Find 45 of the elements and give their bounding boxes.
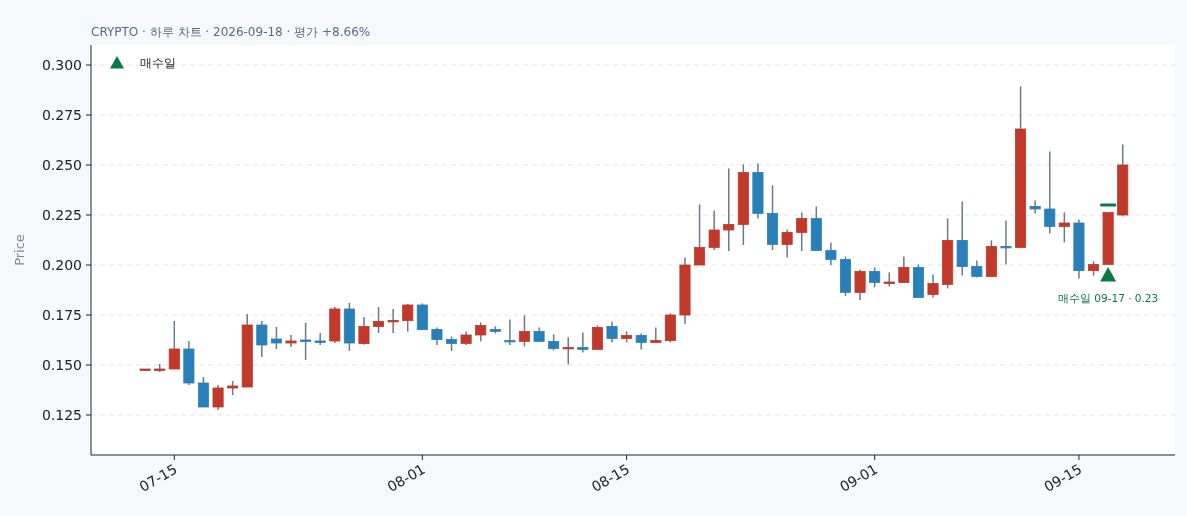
candlestick [168, 320, 180, 370]
candlestick [650, 326, 662, 344]
candlestick [387, 308, 399, 334]
candlestick [270, 326, 282, 350]
y-tick-label: 0.275 [41, 107, 82, 123]
legend: 매수일 [110, 56, 176, 70]
candlestick [358, 316, 370, 346]
candlestick [898, 255, 910, 284]
chart-subtitle: CRYPTO · 하루 차트 · 2026-09-18 · 평가 +8.66% [91, 25, 371, 39]
candlestick [577, 331, 589, 354]
candlestick [212, 384, 224, 411]
candlestick [708, 209, 720, 251]
candlestick [825, 241, 837, 266]
candlestick [854, 268, 866, 301]
candlestick [1000, 219, 1012, 266]
candlestick [591, 324, 603, 351]
candlestick [562, 336, 574, 366]
y-tick-label: 0.150 [41, 357, 82, 373]
candlestick [606, 320, 618, 344]
candlestick [402, 303, 414, 333]
y-tick-label: 0.125 [41, 407, 82, 423]
candlestick [781, 228, 793, 259]
candlestick [1058, 211, 1070, 244]
candlestick [197, 376, 209, 408]
candlestick [927, 273, 939, 299]
y-tick-label: 0.300 [41, 57, 82, 73]
candlestick [796, 211, 808, 252]
candlestick [723, 167, 735, 252]
candlestick [518, 314, 530, 348]
y-tick-label: 0.250 [41, 157, 82, 173]
candlestick [373, 306, 385, 334]
y-tick-label: 0.225 [41, 207, 82, 223]
y-tick-label: 0.175 [41, 307, 82, 323]
y-tick-label: 0.200 [41, 257, 82, 273]
legend-label: 매수일 [140, 56, 176, 70]
annotation: 매수일 09-17 · 0.23 [1058, 292, 1159, 304]
candlestick [475, 321, 487, 343]
candlestick [694, 203, 706, 266]
candlestick [1044, 150, 1056, 235]
candlestick [869, 266, 881, 289]
candlestick [314, 332, 326, 346]
y-axis-title: Price [12, 234, 27, 266]
candlestick [504, 318, 516, 346]
candlestick [300, 322, 312, 361]
candlestick [256, 320, 268, 358]
